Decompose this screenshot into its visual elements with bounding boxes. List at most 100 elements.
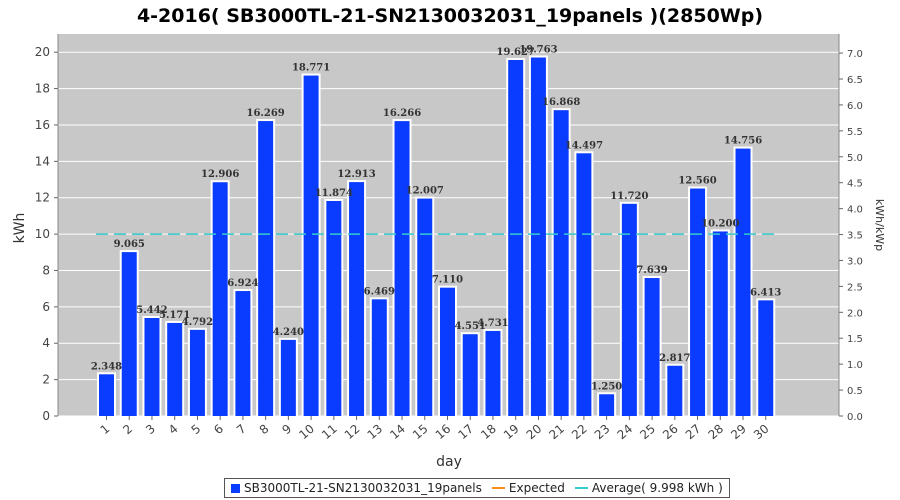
y2-axis-ticks: 0.0 0.5 1.0 1.5 2.0 2.5 3.0 3.5 4.0 4.5 5.0 5.5 6.0 6… [839,49,863,423]
y2-tick-label: 0.5 [847,386,863,397]
bar [667,365,683,416]
bar-value-label: 12.007 [406,186,444,197]
legend-swatch-average [574,487,588,489]
bar [576,153,592,416]
bar [371,299,387,416]
x-tick-label: 10 [296,422,317,443]
x-tick-label: 21 [546,422,567,443]
x-tick-label: 2 [120,422,135,438]
x-tick-label: 23 [592,422,613,443]
bar [644,278,660,416]
bar-value-label: 18.771 [292,63,330,74]
bar [758,300,774,416]
y2-tick-label: 1.0 [847,360,863,371]
bar-value-label: 14.756 [724,136,762,147]
bar-value-label: 4.792 [182,317,213,328]
legend-swatch-expected [491,487,505,489]
y2-axis-label: kWh/kWp [873,199,886,251]
bar-value-label: 14.497 [565,140,603,151]
y-tick-label: 16 [35,118,50,132]
bar [599,394,615,416]
bar-value-label: 6.413 [750,287,781,298]
x-tick-label: 27 [683,422,704,443]
bar-value-label: 9.065 [114,239,145,250]
bar [303,75,319,416]
x-tick-label: 7 [234,422,249,438]
bars [97,55,776,417]
bar [439,287,455,416]
bar-value-label: 12.906 [201,169,239,180]
y-tick-label: 12 [35,191,50,205]
bar [212,182,228,416]
bar [621,203,637,416]
x-tick-label: 25 [637,422,658,443]
legend: SB3000TL-21-SN2130032031_19panels Expect… [224,478,730,498]
y2-tick-label: 6.0 [847,101,863,112]
bar-value-label: 11.720 [610,191,648,202]
x-tick-label: 9 [279,422,294,438]
bar [735,148,751,416]
x-tick-label: 26 [660,422,681,443]
x-tick-label: 24 [615,422,636,443]
x-tick-label: 29 [728,422,749,443]
y2-tick-label: 2.0 [847,308,863,319]
bar-value-label: 11.874 [315,188,353,199]
bar [417,198,433,416]
y2-tick-label: 4.5 [847,179,863,190]
x-tick-label: 13 [365,422,386,443]
bar-value-label: 4.240 [273,327,304,338]
chart-title: 4-2016( SB3000TL-21-SN2130032031_19panel… [137,5,763,27]
x-tick-label: 19 [501,422,522,443]
x-tick-label: 11 [319,422,340,443]
bar-value-label: 19.627 [497,47,535,58]
bar [394,121,410,417]
bar-value-label: 16.868 [542,97,580,108]
bar [462,334,478,416]
x-tick-label: 28 [706,422,727,443]
bar-value-label: 2.817 [659,353,690,364]
bar [235,291,251,416]
x-tick-label: 4 [166,422,181,438]
bar [189,329,205,416]
x-tick-label: 17 [455,422,476,443]
bar-value-label: 6.469 [364,286,395,297]
bar-value-label: 7.110 [432,275,463,286]
bar-value-label: 4.731 [477,318,508,329]
bar-value-label: 1.250 [591,381,622,392]
legend-label-series: SB3000TL-21-SN2130032031_19panels [244,481,482,495]
bar [258,121,274,416]
bar-value-label: 19.763 [519,45,557,56]
y2-tick-label: 1.5 [847,334,863,345]
legend-label-average: Average( 9.998 kWh ) [591,481,723,495]
y-tick-label: 4 [42,336,50,350]
bar-value-label: 4.551 [455,321,486,332]
x-axis-label: day [436,454,462,470]
x-tick-label: 5 [189,422,204,438]
bar [280,339,296,416]
bar [690,188,706,416]
y2-tick-label: 5.5 [847,127,863,138]
legend-item-average: Average( 9.998 kWh ) [574,481,723,495]
bar-value-label: 10.200 [701,218,739,229]
bar-value-label: 16.266 [383,108,421,119]
legend-item-expected: Expected [491,481,565,495]
y2-tick-label: 3.5 [847,231,863,242]
bar [508,59,524,416]
x-tick-label: 22 [569,422,590,443]
bar [99,374,114,416]
y-tick-label: 2 [42,373,50,387]
y2-tick-label: 4.0 [847,205,863,216]
legend-label-expected: Expected [508,481,565,495]
bar-value-label: 16.269 [246,108,284,119]
bar-value-label: 12.913 [337,169,375,180]
x-tick-label: 3 [143,422,158,438]
bar [712,231,728,416]
x-tick-label: 8 [257,422,272,438]
y-tick-label: 6 [42,300,50,314]
bar-value-label: 12.560 [678,176,716,187]
legend-item-series: SB3000TL-21-SN2130032031_19panels [231,481,482,495]
y-tick-label: 18 [35,82,50,96]
bar [167,322,183,416]
